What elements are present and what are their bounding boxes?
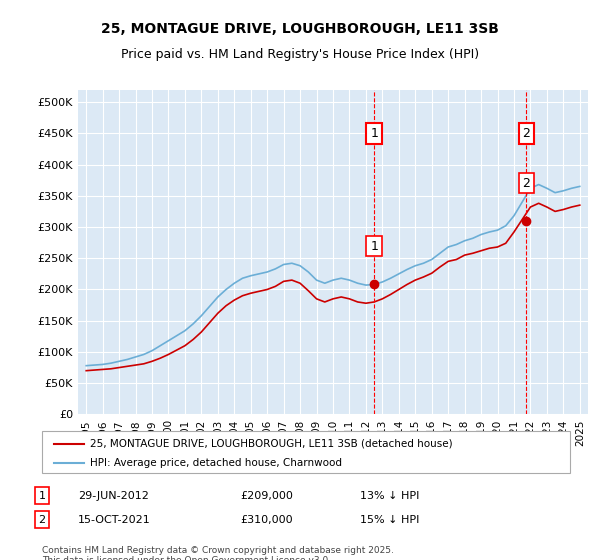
Text: Price paid vs. HM Land Registry's House Price Index (HPI): Price paid vs. HM Land Registry's House … [121,48,479,60]
Text: 1: 1 [38,491,46,501]
Text: 29-JUN-2012: 29-JUN-2012 [78,491,149,501]
Text: 15% ↓ HPI: 15% ↓ HPI [360,515,419,525]
Text: 15-OCT-2021: 15-OCT-2021 [78,515,151,525]
Text: Contains HM Land Registry data © Crown copyright and database right 2025.
This d: Contains HM Land Registry data © Crown c… [42,546,394,560]
Text: 25, MONTAGUE DRIVE, LOUGHBOROUGH, LE11 3SB (detached house): 25, MONTAGUE DRIVE, LOUGHBOROUGH, LE11 3… [90,439,452,449]
Text: £209,000: £209,000 [240,491,293,501]
Text: 2: 2 [38,515,46,525]
Text: 2: 2 [523,176,530,189]
Text: 2: 2 [523,127,530,140]
Text: 25, MONTAGUE DRIVE, LOUGHBOROUGH, LE11 3SB: 25, MONTAGUE DRIVE, LOUGHBOROUGH, LE11 3… [101,22,499,36]
Text: 13% ↓ HPI: 13% ↓ HPI [360,491,419,501]
Text: £310,000: £310,000 [240,515,293,525]
Text: 1: 1 [370,240,378,253]
Text: 1: 1 [370,127,378,140]
Text: HPI: Average price, detached house, Charnwood: HPI: Average price, detached house, Char… [90,458,342,468]
